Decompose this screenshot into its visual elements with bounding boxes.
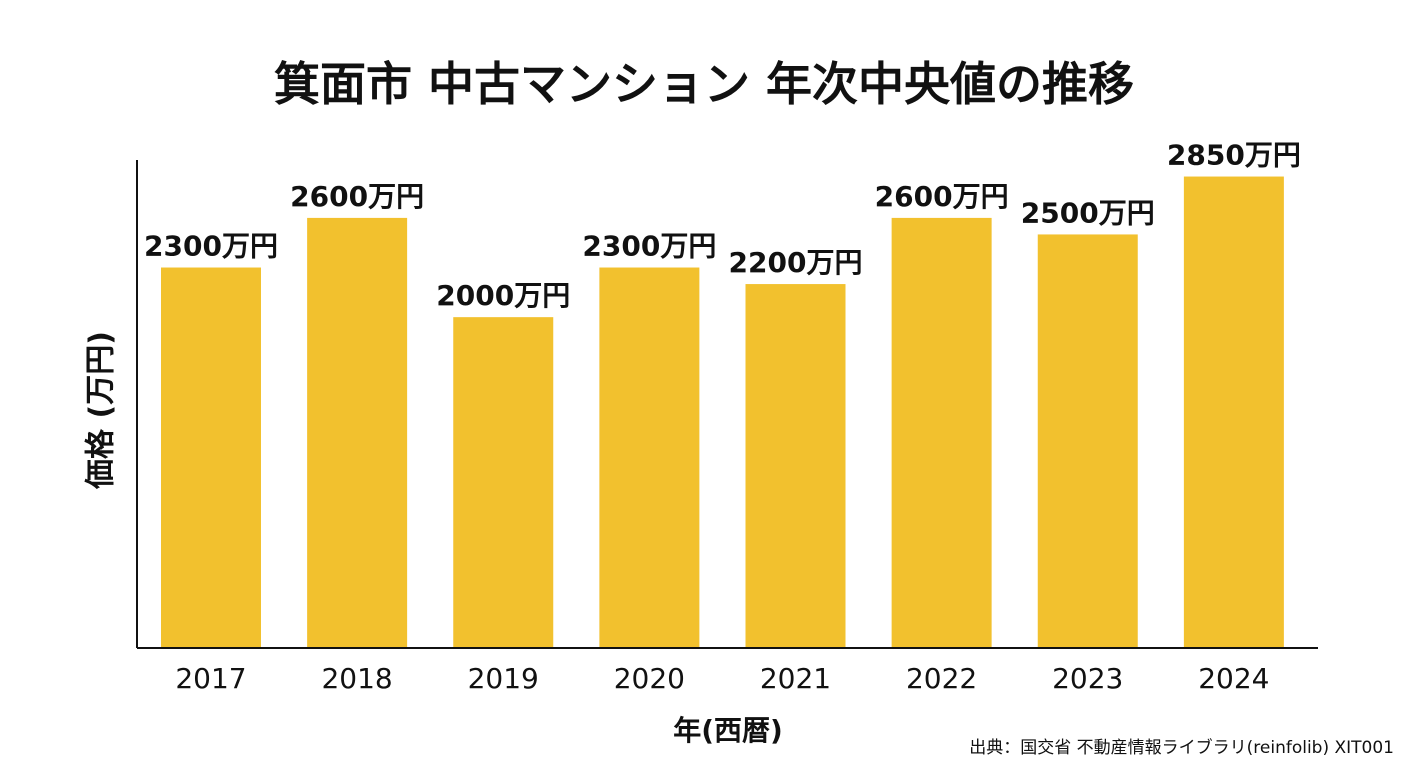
x-tick-label-2023: 2023 <box>1052 662 1123 695</box>
data-label-2021: 2200万円 <box>729 246 863 279</box>
data-label-2020: 2300万円 <box>582 230 716 263</box>
bar-2018 <box>307 217 408 648</box>
x-tick-label-2019: 2019 <box>468 662 539 695</box>
source-note: 出典：国交省 不動産情報ライブラリ(reinfolib) XIT001 <box>969 738 1394 758</box>
bar-2022 <box>891 217 992 648</box>
data-label-2018: 2600万円 <box>290 180 424 213</box>
bar-2017 <box>161 267 261 648</box>
data-label-2022: 2600万円 <box>875 180 1009 213</box>
y-axis-label: 価格 (万円) <box>84 331 119 490</box>
data-label-2023: 2500万円 <box>1021 196 1155 229</box>
bar-2023 <box>1037 234 1138 648</box>
bar-2019 <box>453 317 554 648</box>
bar-2024 <box>1183 176 1284 649</box>
x-axis-label: 年(西暦) <box>673 714 783 747</box>
x-tick-label-2017: 2017 <box>175 662 246 695</box>
bar-2020 <box>599 267 700 648</box>
x-tick-label-2018: 2018 <box>321 662 392 695</box>
bar-2021 <box>745 284 846 648</box>
x-tick-label-2020: 2020 <box>614 662 685 695</box>
data-label-2017: 2300万円 <box>144 230 278 263</box>
x-tick-label-2024: 2024 <box>1198 662 1269 695</box>
x-tick-label-2022: 2022 <box>906 662 977 695</box>
x-tick-label-2021: 2021 <box>760 662 831 695</box>
data-label-2024: 2850万円 <box>1167 139 1301 172</box>
chart-title: 箕面市 中古マンション 年次中央値の推移 <box>273 57 1135 111</box>
data-label-2019: 2000万円 <box>436 279 570 312</box>
